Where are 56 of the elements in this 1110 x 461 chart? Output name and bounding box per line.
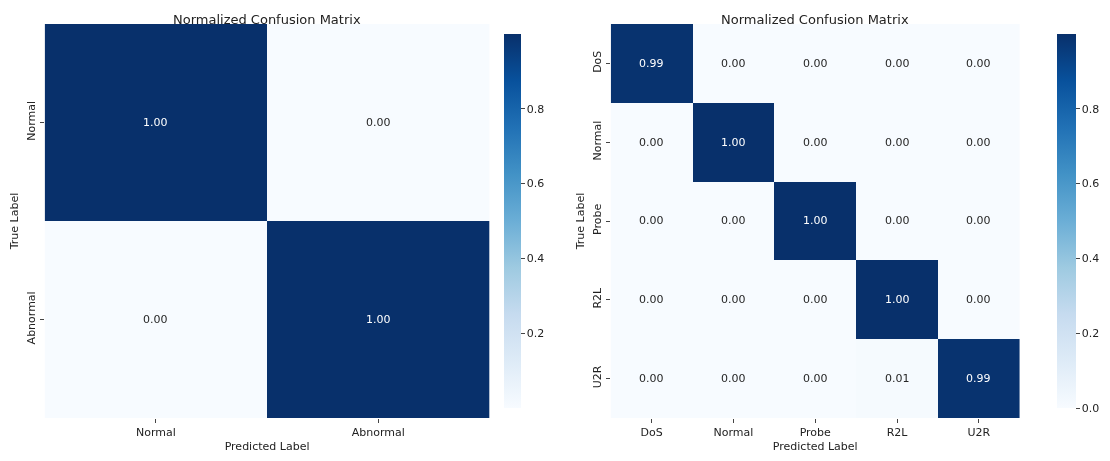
data-label: 0.00 — [366, 116, 391, 129]
data-label: 0.00 — [639, 293, 664, 306]
x-tick-label: Normal — [135, 426, 176, 440]
data-label: 0.00 — [803, 293, 828, 306]
data-label: 0.00 — [803, 372, 828, 385]
y-tick-label: DoS — [591, 50, 605, 73]
x-tick-label: Normal — [713, 426, 754, 440]
x-tick-label: R2L — [886, 426, 909, 440]
color-bar-label: 0.6 — [526, 177, 545, 191]
data-label: 0.00 — [803, 57, 828, 70]
y-tick-label: Normal — [591, 120, 605, 161]
x-tick-label: Abnormal — [351, 426, 405, 440]
data-label: 0.00 — [885, 136, 910, 149]
y-tick-label: Probe — [591, 203, 605, 235]
data-label: 0.00 — [966, 293, 991, 306]
data-label: 0.00 — [721, 293, 746, 306]
y-tick-label: U2R — [591, 365, 605, 389]
color-bar-label: 0.6 — [1081, 177, 1100, 191]
x-tick-label: DoS — [640, 426, 663, 440]
x-tick-label: Probe — [799, 426, 832, 440]
data-label: 0.00 — [803, 136, 828, 149]
y-axis-title: True Label — [7, 192, 21, 251]
color-bar-label: 0.8 — [1081, 102, 1100, 116]
data-label: 0.00 — [639, 136, 664, 149]
color-bar-label: 0.2 — [526, 327, 545, 341]
data-label: 1.00 — [143, 116, 168, 129]
data-label: 0.00 — [143, 313, 168, 326]
data-label: 1.00 — [366, 313, 391, 326]
data-label: 0.00 — [966, 214, 991, 227]
data-label: 0.00 — [721, 372, 746, 385]
data-label: 0.00 — [885, 57, 910, 70]
data-label: 0.99 — [966, 372, 991, 385]
y-tick-label: R2L — [591, 286, 605, 309]
data-label: 0.00 — [885, 214, 910, 227]
data-label: 0.01 — [885, 372, 910, 385]
data-label: 1.00 — [721, 136, 746, 149]
data-label: 0.00 — [639, 372, 664, 385]
color-bar-label: 0.0 — [1081, 401, 1100, 415]
x-axis-title: Predicted Label — [772, 440, 858, 454]
y-axis-title: True Label — [574, 192, 588, 251]
color-bar-label: 0.4 — [526, 252, 545, 266]
color-bar-label: 0.2 — [1081, 327, 1100, 341]
data-label: 1.00 — [885, 293, 910, 306]
x-tick-label: U2R — [967, 426, 991, 440]
color-bar-label: 0.4 — [1081, 252, 1100, 266]
data-label: 0.00 — [966, 136, 991, 149]
x-axis-title: Predicted Label — [224, 440, 310, 454]
data-label: 1.00 — [803, 214, 828, 227]
data-label: 0.00 — [966, 57, 991, 70]
data-label: 0.99 — [639, 57, 664, 70]
data-label: 0.00 — [639, 214, 664, 227]
data-label: 0.00 — [721, 214, 746, 227]
chart-title: Normalized Confusion Matrix — [173, 12, 361, 27]
color-bar-label: 0.8 — [526, 102, 545, 116]
data-label: 0.00 — [721, 57, 746, 70]
chart-title: Normalized Confusion Matrix — [721, 12, 909, 27]
